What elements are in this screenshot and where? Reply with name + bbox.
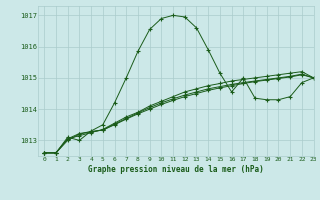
X-axis label: Graphe pression niveau de la mer (hPa): Graphe pression niveau de la mer (hPa) bbox=[88, 165, 264, 174]
